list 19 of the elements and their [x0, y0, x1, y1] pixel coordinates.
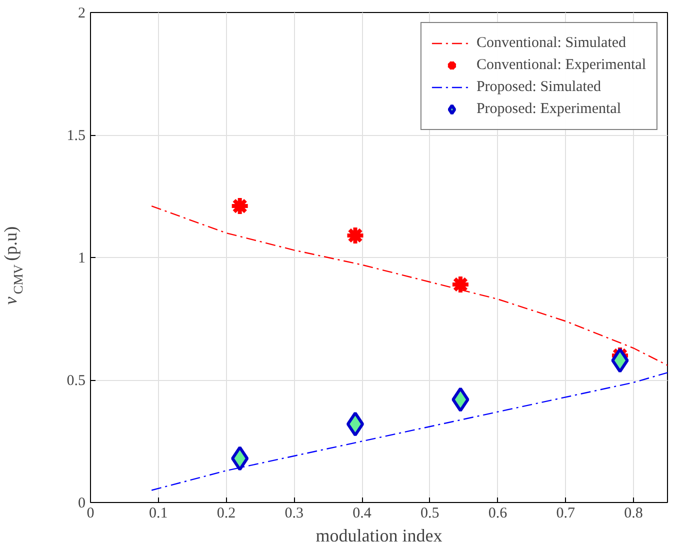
legend-label: Proposed: Experimental [476, 100, 622, 118]
legend-label: Proposed: Simulated [476, 78, 602, 96]
y-tick-label: 0.5 [66, 373, 86, 389]
x-tick-label: 0.8 [624, 506, 643, 522]
x-tick-label: 0.6 [488, 506, 508, 522]
x-tick-label: 0.4 [352, 506, 372, 522]
y-axis-title: vCMV (p.u) [0, 226, 26, 305]
x-tick-label: 0.7 [556, 506, 576, 522]
y-tick-label: 0 [78, 496, 86, 512]
x-tick-label: 0.2 [216, 506, 236, 522]
x-tick-label: 0.5 [420, 506, 440, 522]
y-tick-label: 2 [78, 6, 86, 22]
y-tick-label: 1 [78, 250, 86, 266]
x-axis-title: modulation index [316, 526, 442, 546]
legend-label: Conventional: Simulated [476, 34, 626, 52]
x-tick-label: 0.3 [284, 506, 304, 522]
y-tick-label: 1.5 [66, 128, 86, 144]
x-tick-label: 0.1 [149, 506, 168, 522]
legend-label: Conventional: Experimental [476, 56, 646, 74]
